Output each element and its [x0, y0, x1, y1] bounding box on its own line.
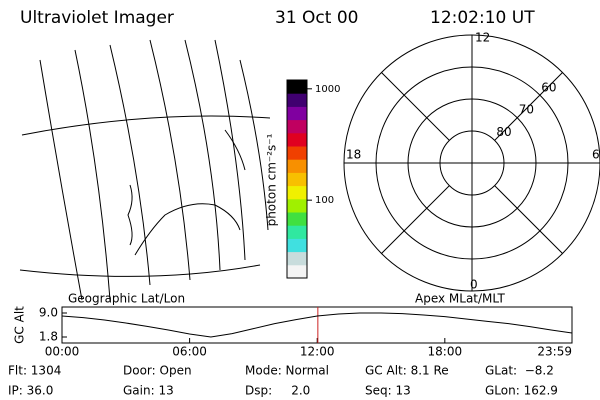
colorbar-frame [286, 79, 308, 279]
coastline [224, 129, 246, 171]
info-field: Mode: Normal [245, 364, 329, 378]
meridian [74, 49, 111, 301]
polar-diagonal [381, 72, 450, 141]
x-tick-label: 23:59 [537, 345, 572, 359]
x-tick-label: 06:00 [172, 345, 207, 359]
color-swatch [287, 225, 307, 239]
meridian [39, 59, 83, 301]
meridian [149, 39, 191, 281]
color-swatch [287, 93, 307, 107]
colorbar-tick-label: 1000 [315, 84, 340, 95]
mlt-label: 18 [346, 148, 361, 162]
color-swatch [287, 264, 307, 279]
lat-label: 80 [496, 125, 511, 139]
title: Ultraviolet Imager [20, 8, 174, 28]
polar-label: Apex MLat/MLT [415, 292, 505, 306]
color-swatch [287, 172, 307, 187]
x-tick-label: 00:00 [45, 345, 80, 359]
polar-diagonal [381, 185, 450, 254]
latitude-line [19, 264, 261, 277]
polar-diagonal [494, 185, 563, 254]
lat-ring [407, 98, 537, 228]
color-swatch [287, 146, 307, 160]
date: 31 Oct 00 [275, 8, 358, 28]
color-swatch [287, 80, 307, 94]
coastline [134, 203, 241, 256]
color-swatch [287, 251, 307, 266]
color-swatch [287, 198, 307, 213]
color-swatch [287, 159, 307, 173]
info-field: GLat: −8.2 [485, 364, 554, 378]
color-swatch [287, 185, 307, 200]
info-field: IP: 36.0 [8, 384, 53, 398]
meridian [239, 59, 269, 231]
info-field: GC Alt: 8.1 Re [365, 364, 449, 378]
lat-label: 60 [541, 80, 556, 94]
y-tick-label: 1.8 [39, 330, 58, 344]
meridian [214, 39, 246, 261]
lat-ring [439, 130, 505, 196]
mlt-label: 12 [475, 31, 490, 45]
colorbar-label: photon cm⁻²s⁻¹ [265, 133, 279, 226]
mlt-label: 0 [470, 278, 478, 292]
colorbar-tick-label: 100 [315, 195, 334, 206]
info-field: Gain: 13 [123, 384, 174, 398]
info-field: Seq: 13 [365, 384, 411, 398]
color-swatch [287, 106, 307, 121]
color-swatch [287, 212, 307, 226]
info-field: Door: Open [123, 364, 192, 378]
map-label: Geographic Lat/Lon [68, 292, 185, 306]
mlt-label: 6 [592, 148, 600, 162]
lat-label: 70 [519, 103, 534, 117]
info-field: Dsp: 2.0 [245, 384, 310, 398]
y-axis-label: GC Alt [13, 306, 27, 344]
meridian [184, 39, 221, 271]
time: 12:02:10 UT [430, 8, 535, 28]
latitude-line [21, 115, 271, 136]
color-swatch [287, 119, 307, 134]
info-field: Flt: 1304 [8, 364, 61, 378]
info-field: GLon: 162.9 [485, 384, 558, 398]
x-tick-label: 12:00 [300, 345, 335, 359]
color-swatch [287, 238, 307, 253]
altitude-line [61, 312, 573, 338]
y-tick-label: 9.0 [39, 306, 58, 320]
coastline [127, 184, 133, 246]
x-tick-label: 18:00 [428, 345, 463, 359]
lat-ring [375, 66, 569, 260]
meridian [109, 44, 151, 286]
map [19, 39, 271, 301]
polar-diagonal [494, 72, 563, 141]
color-swatch [287, 132, 307, 147]
